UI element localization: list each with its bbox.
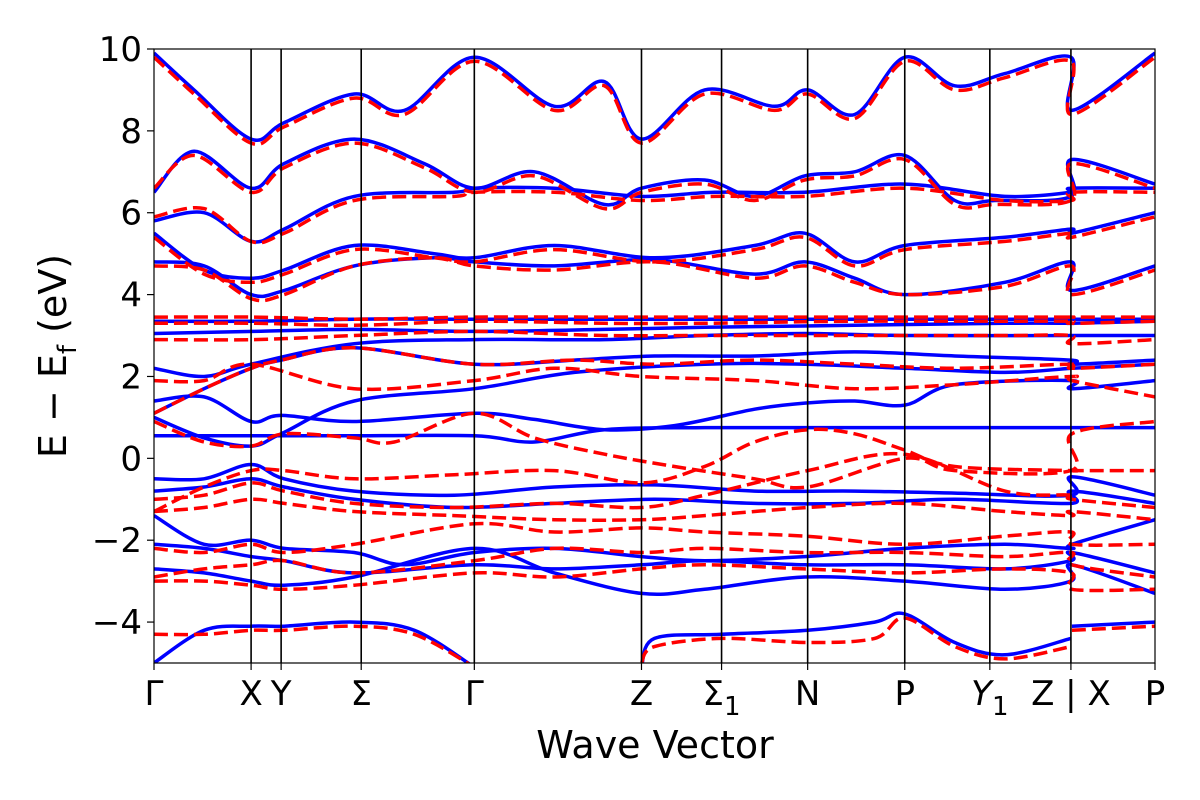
dashed-band-line (154, 141, 1155, 211)
solid-band-line (154, 620, 472, 663)
dashed-band-line (154, 215, 1155, 285)
x-tick-label: Z | X (1031, 674, 1111, 714)
dashed-band-line (639, 616, 1072, 663)
plot-frame (153, 48, 1156, 664)
dashed-band-line (154, 346, 1155, 415)
dashed-band-line (154, 546, 1155, 579)
solid-band-line (154, 211, 1155, 280)
x-tick-label: Γ (465, 674, 484, 714)
y-axis-label-subscript: f (53, 344, 83, 354)
solid-band-line (1071, 620, 1155, 628)
bands-layer (154, 51, 1155, 663)
x-tick-label: P (894, 674, 915, 714)
x-tick-label: Σ (350, 674, 371, 714)
solid-band-line (154, 514, 1155, 567)
dashed-band-line (154, 186, 1155, 245)
dashed-band-line (154, 427, 1155, 514)
y-tick-label: 4 (120, 276, 142, 316)
y-tick-label: 10 (99, 30, 142, 70)
x-tick-label: N (795, 674, 820, 714)
y-tick-label: 8 (120, 112, 142, 152)
y-axis-ticks: −4 −2 0 2 4 6 8 10 (92, 30, 154, 643)
solid-band-line (154, 51, 1155, 142)
dashed-band-line (154, 521, 1155, 555)
y-axis-label: E − Ef (eV) (31, 254, 83, 458)
y-tick-label: 0 (120, 439, 142, 479)
dashed-band-line (154, 624, 471, 663)
x-tick-label: Γ (145, 674, 164, 714)
x-axis-ticks: Γ X Y Σ Γ Z Σ1 N P Y1 Z | X P (145, 663, 1166, 722)
solid-band-line (154, 542, 1155, 575)
dashed-band-line (154, 329, 1155, 346)
y-axis-label-text: E − Ef (eV) (31, 254, 83, 458)
y-tick-label: 6 (120, 194, 142, 234)
x-tick-label: X (239, 674, 262, 714)
y-axis-label-main: E − E (31, 354, 75, 458)
x-tick-label: Σ1 (703, 674, 741, 722)
y-tick-label: −4 (92, 603, 142, 643)
x-tick-label: P (1145, 674, 1166, 714)
dashed-band-line (154, 411, 1155, 490)
dashed-band-line (1071, 624, 1155, 633)
dashed-band-line (154, 55, 1155, 147)
dashed-band-line (154, 451, 1155, 510)
solid-band-line (154, 546, 1155, 597)
x-axis-label: Wave Vector (536, 723, 774, 767)
y-axis-label-unit: (eV) (31, 254, 75, 345)
x-tick-label: Y (270, 674, 292, 714)
y-tick-label: −2 (92, 521, 142, 561)
dashed-band-line (154, 362, 1155, 399)
y-tick-label: 2 (120, 357, 142, 397)
kpoint-separators (250, 49, 1072, 663)
x-tick-label: Z (630, 674, 653, 714)
x-tick-label: Y1 (971, 674, 1008, 722)
solid-band-line (154, 361, 1155, 448)
